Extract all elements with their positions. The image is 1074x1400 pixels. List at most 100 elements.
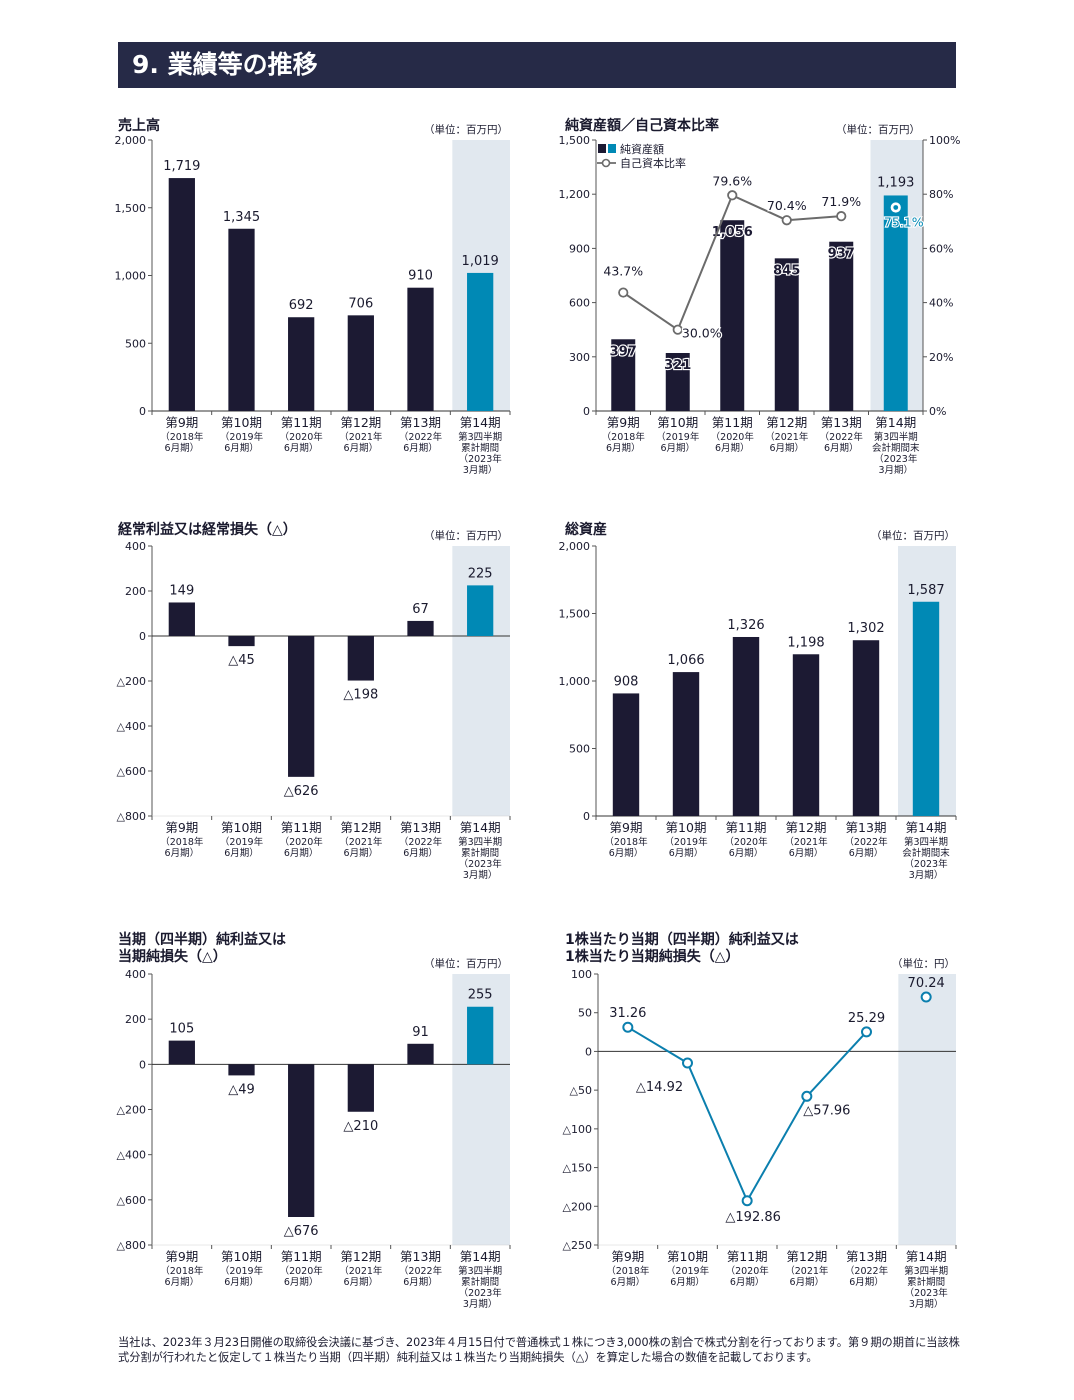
bar-value-label: 91	[412, 1025, 429, 1040]
x-sub-label: （2022年	[399, 1265, 443, 1277]
y-tick-label: 1,200	[559, 188, 591, 201]
bar	[852, 640, 880, 816]
x-sub-label: （2021年	[339, 836, 383, 848]
legend-swatch-dark	[598, 144, 606, 153]
bar-value-label: 397	[610, 344, 637, 359]
x-sub-label: 6月期）	[670, 1276, 705, 1288]
x-sub-label: 6月期）	[344, 442, 379, 454]
x-tick-label: 第11期	[281, 820, 322, 835]
ratio-point	[836, 211, 847, 222]
x-tick-label: 第11期	[727, 1249, 768, 1264]
chart-total-assets: 総資産 （単位：百万円）05001,0001,5002,000第9期（2018年6…	[559, 521, 957, 881]
bar-value-label: 321	[664, 358, 691, 373]
bar	[912, 601, 940, 816]
eps-point	[682, 1057, 693, 1069]
y-tick-label: 500	[125, 337, 146, 350]
y-tick-label: △100	[563, 1123, 592, 1136]
y-tick-label: 1,500	[115, 202, 147, 215]
x-sub-label: 3月期）	[463, 464, 498, 476]
x-sub-label: 6月期）	[165, 847, 200, 859]
bar-value-label: 1,056	[712, 225, 753, 240]
y-tick-label: 1,000	[115, 270, 147, 283]
x-sub-label: 3月期）	[463, 1298, 498, 1310]
chart-title: 経常利益又は経常損失（△）	[118, 521, 297, 538]
eps-value-label: 25.29	[848, 1011, 885, 1026]
ratio-value-label: 43.7%	[603, 264, 643, 279]
y-tick-label: △400	[117, 1149, 146, 1162]
x-tick-label: 第11期	[726, 820, 767, 835]
x-sub-label: （2018年	[606, 1265, 650, 1277]
footnote: 当社は、2023年３月23日開催の取締役会決議に基づき、2023年４月15日付で…	[118, 1336, 960, 1364]
y2-tick-label: 60%	[929, 242, 953, 255]
x-sub-label: 6月期）	[284, 1276, 319, 1288]
bar	[774, 258, 799, 411]
x-sub-label: （2020年	[726, 1265, 770, 1277]
legend-label: 純資産額	[620, 143, 664, 156]
bar-value-label: △676	[284, 1224, 319, 1239]
x-sub-label: 6月期）	[789, 847, 824, 859]
x-sub-label: （2023年	[905, 1287, 949, 1299]
bar-value-label: 1,193	[877, 175, 914, 190]
y2-tick-label: 80%	[929, 188, 953, 201]
bar-value-label: 910	[408, 269, 433, 284]
ratio-value-label: 71.9%	[821, 194, 861, 209]
y-tick-label: 0	[139, 405, 146, 418]
x-sub-label: （2018年	[160, 836, 204, 848]
bar-value-label: △626	[284, 784, 319, 799]
x-sub-label: 6月期）	[715, 442, 750, 454]
x-sub-label: （2023年	[459, 1287, 503, 1299]
bar	[883, 195, 908, 411]
chart-ordinary-income: 経常利益又は経常損失（△） （単位：百万円） △800 △600 △400 △200 0 20…	[117, 521, 511, 881]
chart-title: 売上高	[118, 117, 160, 134]
legend-label: 自己資本比率	[620, 156, 686, 170]
x-sub-label: 3月期）	[909, 869, 944, 881]
chart-title: 1株当たり当期純損失（△）	[565, 948, 740, 965]
section-title: 9. 業績等の推移	[132, 50, 318, 79]
x-tick-label: 第12期	[766, 415, 807, 430]
x-tick-label: 第12期	[786, 1249, 827, 1264]
ratio-value-label: 30.0%	[682, 326, 722, 341]
x-sub-label: （2020年	[711, 431, 755, 443]
chart-sales: 売上高 （単位：百万円）05001,0001,5002,000第9期（2018年6…	[115, 117, 511, 476]
x-sub-label: 6月期）	[403, 442, 438, 454]
x-tick-label: 第10期	[667, 1249, 708, 1264]
bar	[665, 353, 690, 411]
bar	[732, 636, 760, 816]
bar	[347, 315, 374, 411]
chart-title: 純資産額／自己資本比率	[565, 117, 719, 134]
highlight-band	[898, 974, 956, 1245]
y-tick-label: 900	[569, 242, 590, 255]
x-sub-label: （2019年	[220, 431, 264, 443]
eps-value-label: △192.86	[725, 1210, 781, 1225]
bar-value-label: 1,719	[163, 159, 200, 174]
bar-value-label: 692	[289, 298, 314, 313]
x-sub-label: （2020年	[724, 836, 768, 848]
bar-value-label: △49	[228, 1082, 255, 1097]
eps-point	[622, 1021, 634, 1033]
bar-value-label: 105	[169, 1022, 194, 1037]
x-tick-label: 第13期	[400, 820, 441, 835]
unit-label: （単位：百万円）	[871, 529, 955, 542]
x-sub-label: 6月期）	[403, 1276, 438, 1288]
x-tick-label: 第10期	[657, 415, 698, 430]
y-tick-label: 0	[585, 1045, 592, 1058]
y-tick-label: 300	[569, 351, 590, 364]
bar-value-label: 225	[468, 566, 493, 581]
x-tick-label: 第13期	[400, 415, 441, 430]
x-sub-label: 第3四半期	[904, 836, 948, 848]
x-sub-label: 6月期）	[224, 847, 259, 859]
x-tick-label: 第13期	[821, 415, 862, 430]
y-tick-label: 1,500	[559, 608, 591, 621]
x-sub-label: 累計期間	[461, 847, 499, 859]
y-tick-label: 50	[578, 1007, 592, 1020]
y-tick-label: △200	[563, 1200, 592, 1213]
x-tick-label: 第14期	[460, 1249, 501, 1264]
x-sub-label: 6月期）	[730, 1276, 765, 1288]
bar-value-label: △198	[343, 688, 378, 703]
x-tick-label: 第10期	[221, 1249, 262, 1264]
x-sub-label: （2023年	[459, 858, 503, 870]
bar	[407, 1043, 434, 1065]
x-sub-label: 会計期間末	[872, 442, 920, 454]
x-tick-label: 第14期	[906, 1249, 947, 1264]
x-sub-label: 第3四半期	[458, 1265, 502, 1277]
